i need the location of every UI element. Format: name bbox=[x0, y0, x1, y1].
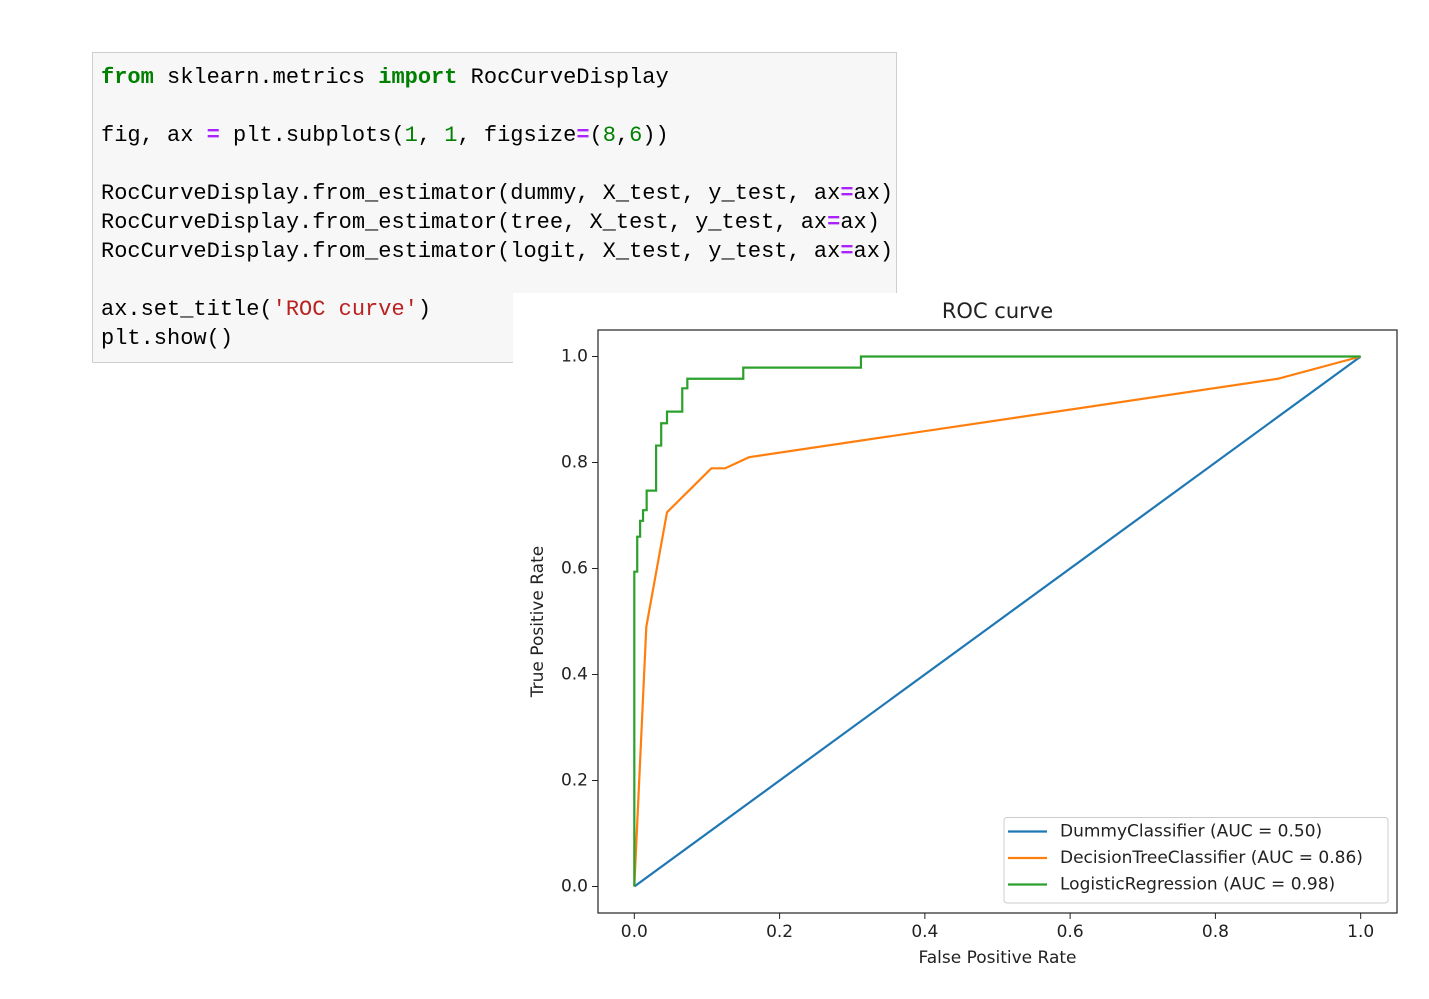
code-line: fig, ax = plt.subplots(1, 1, figsize=(8,… bbox=[93, 121, 896, 150]
x-tick-label: 0.0 bbox=[621, 922, 648, 942]
code-line: RocCurveDisplay.from_estimator(tree, X_t… bbox=[93, 208, 896, 237]
code-token: = bbox=[827, 210, 841, 235]
x-axis-label: False Positive Rate bbox=[919, 948, 1077, 968]
y-tick-label: 0.0 bbox=[561, 877, 588, 897]
code-token: plt.subplots( bbox=[219, 123, 405, 148]
code-token: 6 bbox=[629, 123, 643, 148]
code-token: , bbox=[615, 123, 630, 148]
code-token: ( bbox=[589, 123, 603, 148]
code-token: 1 bbox=[404, 123, 418, 148]
code-token: = bbox=[206, 123, 220, 148]
code-line: RocCurveDisplay.from_estimator(logit, X_… bbox=[93, 237, 896, 266]
code-line: ax.set_title('ROC curve') bbox=[93, 295, 896, 324]
code-block: fig, ax = plt.subplots(1, 1, figsize=(8,… bbox=[93, 121, 896, 150]
code-token: RocCurveDisplay bbox=[457, 65, 669, 90]
code-token: sklearn.metrics bbox=[153, 65, 379, 90]
roc-curve bbox=[633, 355, 1361, 887]
x-tick-label: 0.4 bbox=[911, 922, 938, 942]
legend-box bbox=[1003, 817, 1389, 904]
y-tick-label: 0.2 bbox=[561, 771, 588, 791]
x-tick-label: 0.6 bbox=[1057, 922, 1084, 942]
code-token: RocCurveDisplay.from_estimator(dummy, X_… bbox=[101, 181, 841, 206]
code-token: = bbox=[840, 239, 854, 264]
code-token: ax) bbox=[853, 181, 894, 206]
code-token: )) bbox=[642, 123, 669, 148]
chart: ROC curve False Positive Rate True Posit… bbox=[513, 293, 1429, 999]
chart-title: ROC curve bbox=[942, 299, 1053, 323]
code-token: , figsize bbox=[457, 123, 577, 148]
code-token: ax) bbox=[840, 210, 880, 235]
code-token: , bbox=[417, 123, 445, 148]
y-axis-label: True Positive Rate bbox=[528, 546, 548, 698]
code-block: ax.set_title('ROC curve') plt.show() bbox=[93, 295, 896, 353]
code-token: ax.set_title( bbox=[101, 297, 273, 322]
legend-label: LogisticRegression (AUC = 0.98) bbox=[1060, 875, 1335, 895]
y-tick-label: 0.4 bbox=[561, 665, 588, 685]
roc-curve bbox=[633, 355, 1361, 887]
y-tick-label: 0.6 bbox=[561, 559, 588, 579]
x-tick-label: 0.8 bbox=[1202, 922, 1229, 942]
legend-label: DummyClassifier (AUC = 0.50) bbox=[1060, 822, 1322, 842]
code-block: from sklearn.metrics import RocCurveDisp… bbox=[93, 63, 896, 92]
code-token: plt.show() bbox=[101, 326, 234, 351]
code-cell: from sklearn.metrics import RocCurveDisp… bbox=[92, 52, 897, 363]
code-token: = bbox=[840, 181, 854, 206]
x-tick-label: 0.2 bbox=[766, 922, 793, 942]
code-line: RocCurveDisplay.from_estimator(dummy, X_… bbox=[93, 179, 896, 208]
code-token: RocCurveDisplay.from_estimator(tree, X_t… bbox=[101, 210, 828, 235]
code-token: from bbox=[101, 65, 154, 90]
code-token: fig, ax bbox=[101, 123, 207, 148]
code-line: plt.show() bbox=[93, 324, 896, 353]
y-tick-label: 0.8 bbox=[561, 453, 588, 473]
code-token: = bbox=[576, 123, 590, 148]
code-token: 8 bbox=[602, 123, 616, 148]
code-token: RocCurveDisplay.from_estimator(logit, X_… bbox=[101, 239, 841, 264]
code-token: ax) bbox=[853, 239, 894, 264]
code-token: import bbox=[378, 65, 458, 90]
code-token: 'ROC curve' bbox=[272, 297, 418, 322]
legend-label: DecisionTreeClassifier (AUC = 0.86) bbox=[1060, 848, 1363, 868]
code-token: 1 bbox=[444, 123, 458, 148]
roc-curve bbox=[633, 355, 1362, 888]
code-line: from sklearn.metrics import RocCurveDisp… bbox=[93, 63, 896, 92]
plot-frame bbox=[597, 329, 1398, 914]
x-tick-label: 1.0 bbox=[1347, 922, 1374, 942]
code-token: ) bbox=[417, 297, 432, 322]
code-block: RocCurveDisplay.from_estimator(dummy, X_… bbox=[93, 179, 896, 266]
y-tick-label: 1.0 bbox=[561, 347, 588, 367]
